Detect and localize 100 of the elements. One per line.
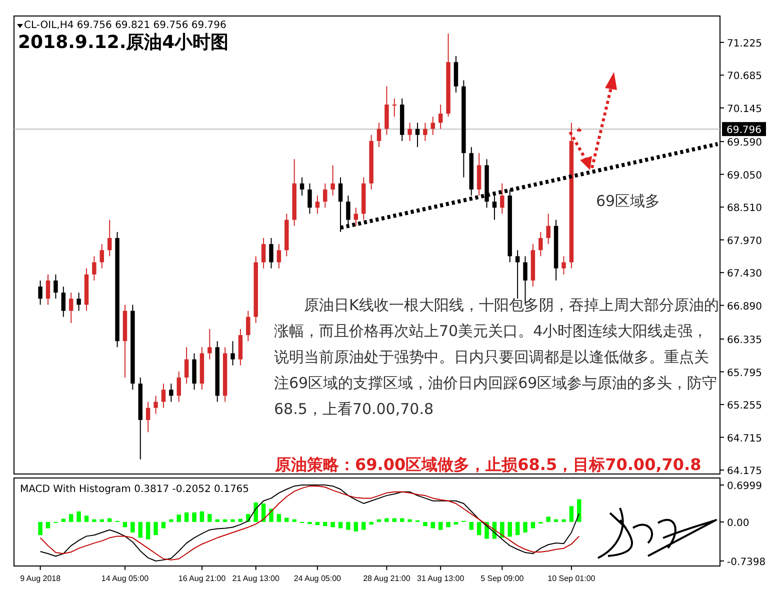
candlestick bbox=[208, 328, 212, 360]
x-tick-label: 9 Aug 2018 bbox=[20, 574, 62, 583]
bar bbox=[68, 514, 74, 522]
bar bbox=[354, 522, 358, 532]
candlestick bbox=[61, 286, 66, 318]
y-tick-label: 67.970 bbox=[727, 236, 762, 247]
x-tick-label: 21 Aug 13:00 bbox=[232, 574, 280, 583]
bar bbox=[284, 518, 289, 522]
annotation: 69区域多 bbox=[596, 192, 660, 210]
y-tick-label: 70.145 bbox=[727, 104, 762, 115]
y-tick-label: 64.175 bbox=[727, 466, 762, 478]
candlestick bbox=[38, 280, 42, 306]
annotation: 原油策略：69.00区域做多，止损68.5，目标70.00,70.8 bbox=[274, 455, 702, 474]
bar bbox=[508, 522, 512, 537]
y-tick-label: 0.6999 bbox=[727, 481, 762, 492]
candlestick bbox=[408, 122, 412, 142]
candlestick bbox=[169, 383, 174, 402]
x-tick-label: 16 Aug 21:00 bbox=[178, 574, 226, 583]
bar bbox=[276, 514, 282, 522]
bar bbox=[346, 522, 350, 530]
candlestick bbox=[308, 182, 312, 214]
candlestick bbox=[438, 104, 443, 130]
bar bbox=[130, 522, 135, 532]
bar bbox=[562, 519, 566, 522]
bar bbox=[338, 522, 343, 528]
candlestick bbox=[261, 238, 266, 269]
bar bbox=[523, 522, 528, 532]
bar bbox=[84, 516, 89, 522]
bar bbox=[408, 519, 412, 522]
candlestick bbox=[423, 122, 428, 142]
y-tick-label: 64.715 bbox=[727, 433, 762, 444]
candlestick bbox=[154, 395, 158, 414]
candlestick bbox=[230, 340, 235, 366]
bar bbox=[230, 519, 235, 522]
bar bbox=[476, 522, 482, 536]
candlestick bbox=[376, 122, 382, 148]
annotation: MACD With Histogram 0.3817 -0.2052 0.1765 bbox=[20, 484, 250, 495]
x-tick-label: 28 Aug 21:00 bbox=[363, 574, 411, 583]
candlestick bbox=[315, 195, 320, 214]
x-tick-label: 14 Aug 05:00 bbox=[101, 574, 150, 583]
y-tick-label: 68.510 bbox=[727, 203, 762, 214]
text: 2018.9.12.原油4小时图 bbox=[18, 32, 229, 53]
bar bbox=[369, 522, 374, 525]
candlestick bbox=[184, 346, 189, 384]
bar bbox=[138, 522, 142, 538]
bar bbox=[169, 519, 174, 522]
bar bbox=[292, 519, 296, 522]
candlestick bbox=[562, 256, 566, 275]
candlestick bbox=[500, 182, 504, 214]
candlestick bbox=[176, 370, 181, 402]
candlestick bbox=[92, 256, 96, 281]
x-tick-label: 31 Aug 13:00 bbox=[417, 574, 465, 583]
candlestick bbox=[346, 195, 350, 226]
bar bbox=[200, 511, 204, 522]
bar bbox=[446, 522, 450, 528]
bar bbox=[384, 518, 389, 522]
bar bbox=[161, 522, 166, 528]
candlestick bbox=[546, 213, 550, 245]
x-tick-label: 5 Sep 09:00 bbox=[480, 574, 524, 583]
candlestick bbox=[269, 238, 274, 269]
candlestick bbox=[161, 383, 166, 408]
x-tick-label: 10 Sep 01:00 bbox=[548, 574, 596, 583]
candlestick bbox=[300, 176, 304, 196]
bar bbox=[38, 522, 42, 536]
candlestick bbox=[492, 195, 497, 220]
y-tick-label: 66.335 bbox=[727, 335, 762, 346]
bar bbox=[569, 506, 574, 522]
bar bbox=[500, 522, 504, 538]
candlestick bbox=[107, 219, 112, 257]
bar bbox=[254, 502, 258, 522]
candlestick bbox=[68, 292, 74, 324]
x-tick-label: 24 Aug 05:00 bbox=[294, 574, 342, 583]
candlestick bbox=[100, 244, 104, 269]
y-tick-label: 70.685 bbox=[727, 71, 762, 82]
bar bbox=[530, 522, 536, 528]
bar bbox=[215, 519, 220, 522]
annotation: 原油日K线收一根大阳线，十阳包多阴，吞掉上周大部分原油的涨幅，而且价格再次站上70美元关口。4小时图连续大阳线走强，说明当前原油处于强势中。日内只要回调都是以逢低做多。重点关注69区域的支撑区域，油价日内回踩69区域参与原油的多头，防守68.5，上看70.00,70.8 bbox=[274, 295, 720, 420]
bar bbox=[438, 522, 443, 530]
y-tick-label: 65.795 bbox=[727, 368, 762, 379]
bar bbox=[76, 511, 81, 522]
candlestick bbox=[323, 182, 328, 208]
ref-line-label: 69.796 bbox=[726, 125, 762, 136]
candlestick bbox=[415, 122, 420, 148]
bar bbox=[192, 512, 196, 522]
bar bbox=[184, 512, 189, 522]
candlestick bbox=[538, 231, 543, 257]
y-tick-label: 65.255 bbox=[727, 400, 762, 412]
bar bbox=[430, 522, 435, 528]
bar bbox=[208, 514, 212, 522]
bar bbox=[323, 522, 328, 526]
candlestick bbox=[392, 98, 397, 118]
annotation: CL-OIL,H4 69.756 69.821 69.756 69.796 bbox=[24, 20, 226, 31]
bar bbox=[308, 522, 312, 524]
bar bbox=[546, 516, 550, 522]
y-tick-label: 67.430 bbox=[727, 268, 762, 280]
bar bbox=[361, 522, 366, 530]
bar bbox=[330, 522, 335, 528]
y-tick-label: 69.050 bbox=[727, 170, 762, 182]
candlestick bbox=[46, 274, 50, 306]
candlestick bbox=[246, 310, 250, 342]
